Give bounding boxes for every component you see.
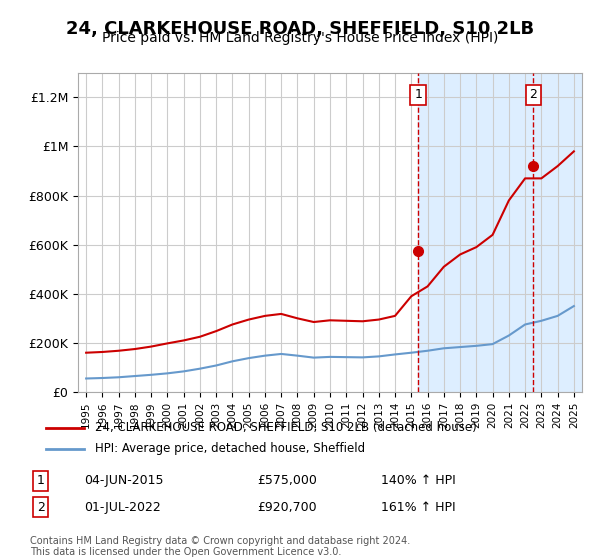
Text: 1: 1 [414, 88, 422, 101]
Text: 2: 2 [529, 88, 537, 101]
Text: 01-JUL-2022: 01-JUL-2022 [84, 501, 161, 514]
Text: Contains HM Land Registry data © Crown copyright and database right 2024.
This d: Contains HM Land Registry data © Crown c… [30, 535, 410, 557]
Text: 2: 2 [37, 501, 45, 514]
Text: 1: 1 [37, 474, 45, 487]
Text: 140% ↑ HPI: 140% ↑ HPI [381, 474, 456, 487]
Text: 24, CLARKEHOUSE ROAD, SHEFFIELD, S10 2LB (detached house): 24, CLARKEHOUSE ROAD, SHEFFIELD, S10 2LB… [95, 421, 476, 434]
Text: HPI: Average price, detached house, Sheffield: HPI: Average price, detached house, Shef… [95, 442, 365, 455]
Text: £920,700: £920,700 [257, 501, 316, 514]
Text: 04-JUN-2015: 04-JUN-2015 [84, 474, 163, 487]
Text: £575,000: £575,000 [257, 474, 317, 487]
Text: 161% ↑ HPI: 161% ↑ HPI [381, 501, 455, 514]
Text: Price paid vs. HM Land Registry's House Price Index (HPI): Price paid vs. HM Land Registry's House … [102, 31, 498, 45]
Text: 24, CLARKEHOUSE ROAD, SHEFFIELD, S10 2LB: 24, CLARKEHOUSE ROAD, SHEFFIELD, S10 2LB [66, 20, 534, 38]
Bar [418, 73, 582, 392]
